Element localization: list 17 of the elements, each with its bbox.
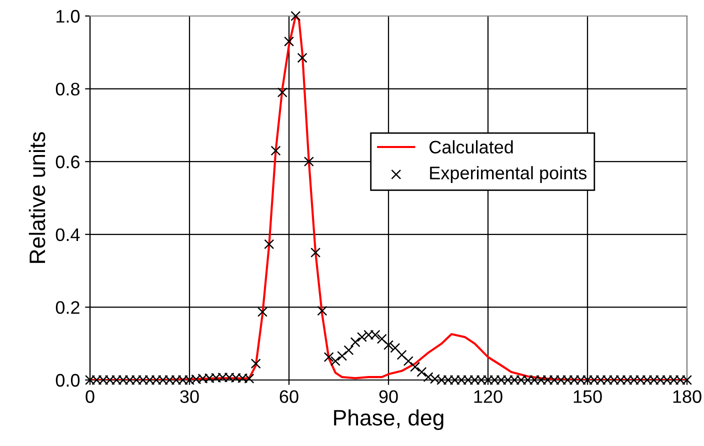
- x-tick-label: 0: [86, 390, 94, 403]
- x-tick-label: 30: [180, 390, 199, 403]
- x-tick-label: 150: [574, 390, 602, 403]
- y-tick-label: 0.0: [56, 374, 80, 387]
- x-tick-label: 90: [379, 390, 398, 403]
- x-tick-label: 60: [280, 390, 298, 403]
- legend-label: Calculated: [430, 140, 513, 154]
- y-tick-label: 0.2: [56, 301, 80, 314]
- x-tick-label: 180: [673, 390, 702, 403]
- y-tick-label: 0.8: [56, 82, 80, 96]
- legend-label: Experimental points: [430, 166, 587, 183]
- y-tick-label: 1.0: [56, 10, 80, 23]
- y-axis-title: Relative units: [28, 132, 46, 263]
- y-tick-label: 0.4: [56, 228, 80, 242]
- y-tick-label: 0.6: [56, 156, 80, 168]
- x-tick-label: 120: [474, 390, 502, 403]
- x-axis-title: Phase, deg: [334, 409, 444, 430]
